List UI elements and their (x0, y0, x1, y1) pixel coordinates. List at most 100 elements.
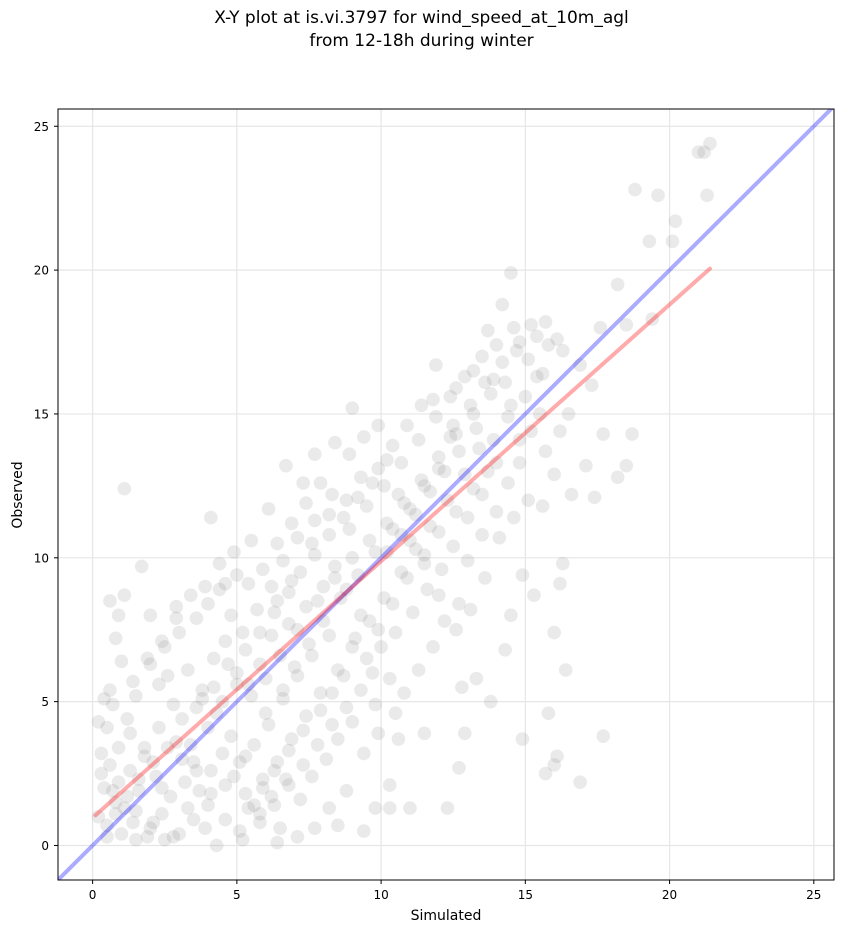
scatter-point (253, 657, 267, 672)
scatter-point (126, 674, 140, 689)
scatter-point (230, 568, 244, 582)
y-tick-label: 20 (34, 264, 49, 278)
scatter-point (307, 548, 322, 562)
scatter-point (264, 789, 279, 804)
scatter-point (293, 565, 308, 579)
scatter-point (126, 815, 140, 830)
scatter-point (703, 136, 717, 151)
scatter-point (489, 338, 504, 352)
scatter-point (155, 781, 169, 795)
scatter-point (403, 502, 417, 516)
scatter-point (250, 602, 264, 617)
scatter-point (486, 433, 501, 447)
scatter-point (204, 763, 218, 778)
scatter-point (290, 830, 305, 844)
scatter-point (504, 266, 518, 280)
scatter-point (356, 430, 371, 444)
scatter-point (437, 614, 452, 628)
scatter-point (521, 493, 536, 508)
scatter-point (452, 761, 466, 775)
scatter-point (296, 758, 311, 772)
scatter-point (106, 784, 120, 798)
scatter-point (281, 743, 296, 758)
scatter-point (380, 516, 394, 531)
scatter-point (175, 712, 189, 726)
scatter-point (94, 766, 109, 781)
scatter-point (619, 317, 634, 332)
scatter-point (117, 801, 132, 815)
axis-ticks: 0 5 10 15 20 25 0 5 10 15 20 25 (34, 120, 822, 902)
scatter-point (204, 510, 218, 525)
scatter-point (336, 510, 351, 525)
y-tick-label: 5 (41, 695, 49, 709)
scatter-point (117, 588, 132, 602)
scatter-point (103, 758, 117, 772)
scatter-point (400, 571, 414, 585)
scatter-point (120, 789, 135, 804)
scatter-point (354, 608, 368, 623)
scatter-point (478, 375, 492, 390)
scatter-point (256, 772, 270, 787)
scatter-point (391, 487, 406, 502)
scatter-point (140, 651, 155, 666)
scatter-point (152, 720, 166, 735)
scatter-point (169, 735, 184, 749)
x-tick-label: 20 (662, 888, 677, 902)
scatter-point (455, 680, 469, 695)
scatter-point (189, 700, 204, 715)
scatter-point (241, 801, 256, 815)
scatter-point (221, 657, 236, 672)
scatter-point (276, 691, 290, 706)
scatter-point (195, 683, 210, 697)
scatter-point (397, 496, 411, 510)
scatter-point (434, 562, 449, 577)
scatter-point (668, 214, 683, 228)
scatter-point (339, 582, 354, 597)
x-axis-label: Simulated (411, 908, 482, 924)
scatter-point (172, 625, 186, 640)
scatter-point (359, 499, 374, 513)
scatter-point (440, 493, 455, 508)
scatter-point (209, 838, 224, 853)
scatter-point (362, 533, 377, 548)
scatter-point (333, 591, 348, 605)
scatter-point (342, 522, 357, 536)
scatter-point (584, 378, 599, 392)
scatter-point (91, 714, 106, 729)
scatter-point (276, 553, 290, 568)
x-tick-label: 15 (518, 888, 533, 902)
scatter-point (299, 496, 313, 510)
scatter-point (331, 732, 345, 746)
scatter-point (483, 694, 498, 709)
scatter-point (143, 657, 158, 672)
scatter-point (212, 582, 227, 597)
scatter-point (267, 798, 282, 813)
scatter-point (610, 277, 625, 292)
scatter-point (417, 556, 432, 571)
scatter-point (385, 438, 400, 453)
scatter-point (149, 769, 163, 784)
scatter-point (535, 499, 550, 513)
scatter-point (452, 444, 466, 459)
scatter-point (628, 182, 642, 197)
scatter-point (108, 631, 123, 646)
scatter-point (371, 726, 386, 741)
scatter-point (224, 608, 238, 623)
x-tick-label: 5 (233, 888, 241, 902)
scatter-point (281, 778, 296, 792)
scatter-point (460, 510, 475, 525)
scatter-point (403, 801, 417, 815)
scatter-point (512, 335, 527, 349)
scatter-point (596, 729, 611, 743)
scatter-point (374, 640, 388, 654)
scatter-point (339, 784, 354, 798)
scatter-point (356, 824, 371, 838)
one-to-one-line (58, 109, 834, 880)
scatter-point (486, 372, 501, 387)
scatter-point (123, 763, 137, 778)
scatter-point (431, 450, 446, 464)
scatter-point (100, 830, 114, 844)
scatter-point (227, 769, 241, 784)
scatter-point (313, 703, 328, 718)
scatter-point (169, 599, 184, 614)
